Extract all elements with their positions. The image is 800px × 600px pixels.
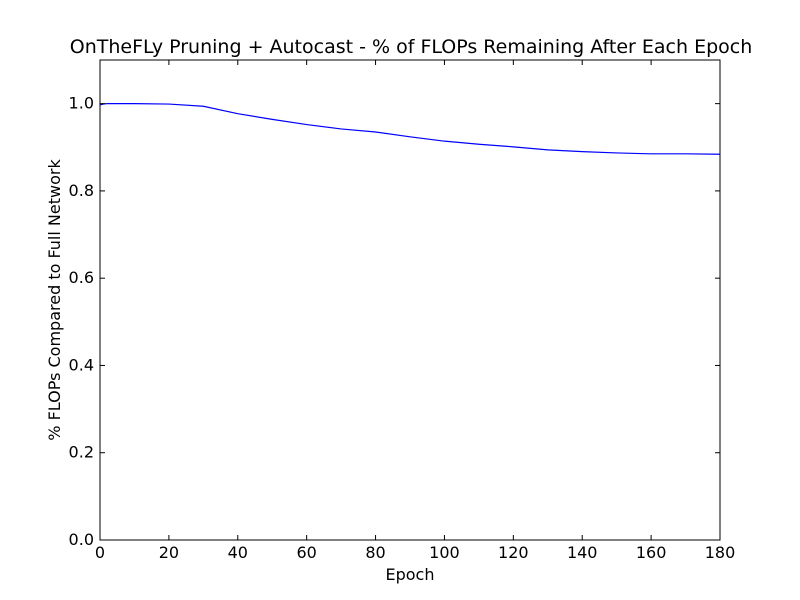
- plot-frame: [99, 59, 721, 541]
- y-tick-label: 1.0: [69, 94, 94, 113]
- x-tick-label: 0: [95, 543, 105, 562]
- x-tick-label: 60: [296, 543, 316, 562]
- y-tick-label: 0.2: [69, 443, 94, 462]
- x-tick-label: 160: [636, 543, 667, 562]
- plot-area: 0 20 40 60 80 100 120 140 160 180 0.0 0.2 0.4 0.6 0.8 1…: [69, 59, 736, 562]
- x-tick-label: 180: [705, 543, 736, 562]
- y-tick-label: 0.8: [69, 181, 94, 200]
- chart-title: OnTheFLy Pruning + Autocast - % of FLOPs…: [70, 36, 753, 58]
- x-tick-label: 80: [365, 543, 385, 562]
- y-axis-label: % FLOPs Compared to Full Network: [45, 159, 64, 441]
- x-tick-label: 20: [159, 543, 179, 562]
- y-tick-label: 0.6: [69, 268, 94, 287]
- x-axis-label: Epoch: [386, 565, 435, 584]
- x-tick-label: 40: [228, 543, 248, 562]
- y-tick-label: 0.0: [69, 530, 94, 549]
- series-line-0: [99, 103, 721, 155]
- y-tick-label: 0.4: [69, 355, 94, 374]
- x-tick-label: 100: [429, 543, 460, 562]
- x-tick-label: 140: [567, 543, 598, 562]
- x-tick-label: 120: [498, 543, 529, 562]
